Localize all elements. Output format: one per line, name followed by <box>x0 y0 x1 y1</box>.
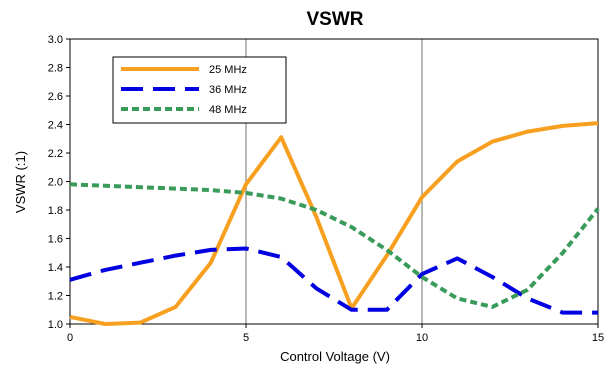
y-tick-label: 1.8 <box>48 205 63 217</box>
x-axis-label: Control Voltage (V) <box>280 349 390 364</box>
y-tick-label: 3.0 <box>48 34 63 46</box>
chart-title: VSWR <box>307 9 364 30</box>
x-tick-label: 0 <box>67 332 73 344</box>
series-line-25-mhz <box>69 121 599 326</box>
legend: 25 MHz 36 MHz 48 MHz <box>112 56 287 124</box>
y-tick-label: 2.8 <box>48 63 63 75</box>
y-tick-label: 2.4 <box>48 120 63 132</box>
x-tick-label: 15 <box>592 332 604 344</box>
x-axis-ticks: 0 5 10 15 <box>67 324 604 344</box>
series-line-48-mhz <box>69 182 600 309</box>
y-tick-label: 2.6 <box>48 91 63 103</box>
legend-label: 36 MHz <box>209 84 247 96</box>
y-tick-label: 1.0 <box>48 319 63 331</box>
x-tick-label: 10 <box>416 332 428 344</box>
y-axis-label: VSWR (:1) <box>13 151 28 213</box>
y-axis-ticks: 1.0 1.2 1.4 1.6 1.8 2.0 2.2 2.4 2.6 2.8 3.0 <box>48 34 70 331</box>
series-layer <box>69 121 600 326</box>
y-tick-label: 2.0 <box>48 177 63 189</box>
x-tick-label: 5 <box>243 332 249 344</box>
y-tick-label: 1.4 <box>48 262 63 274</box>
legend-label: 48 MHz <box>209 104 247 116</box>
y-tick-label: 1.2 <box>48 291 63 303</box>
series-line-36-mhz <box>69 246 598 315</box>
legend-label: 25 MHz <box>209 64 247 76</box>
y-tick-label: 1.6 <box>48 234 63 246</box>
y-tick-label: 2.2 <box>48 148 63 160</box>
